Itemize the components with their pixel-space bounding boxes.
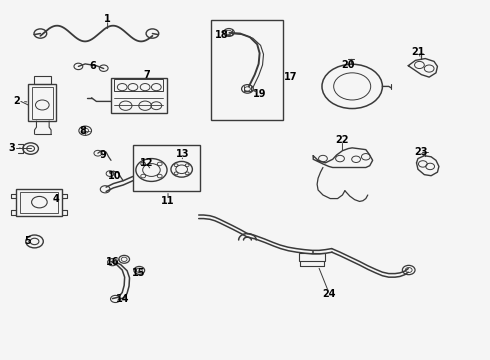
Text: 22: 22	[336, 135, 349, 145]
Circle shape	[322, 64, 382, 109]
Text: 5: 5	[24, 237, 30, 247]
Text: 2: 2	[13, 96, 20, 107]
Text: 8: 8	[80, 126, 87, 136]
Bar	[115, 78, 163, 91]
Text: 24: 24	[322, 289, 336, 298]
Text: 7: 7	[143, 69, 150, 80]
Text: 16: 16	[106, 257, 119, 267]
Bar	[111, 78, 167, 113]
Text: 3: 3	[8, 143, 15, 153]
Text: 19: 19	[253, 89, 267, 99]
Bar	[34, 76, 50, 84]
Text: 18: 18	[215, 30, 228, 40]
Bar	[20, 192, 58, 213]
Text: 4: 4	[52, 194, 59, 203]
Text: 10: 10	[108, 171, 122, 181]
Text: 11: 11	[161, 197, 175, 206]
Text: 20: 20	[342, 60, 355, 70]
Bar	[298, 252, 325, 261]
Bar	[31, 87, 53, 118]
Text: 15: 15	[132, 268, 146, 278]
Text: 23: 23	[415, 147, 428, 157]
Bar	[133, 145, 200, 191]
Text: 1: 1	[104, 14, 111, 23]
Text: 9: 9	[99, 150, 106, 160]
Text: 12: 12	[140, 158, 153, 168]
Bar	[16, 189, 62, 216]
Bar	[28, 84, 56, 121]
Text: 17: 17	[284, 72, 297, 82]
Text: 21: 21	[411, 47, 425, 57]
Text: 13: 13	[176, 149, 190, 159]
Bar	[211, 20, 283, 120]
Text: 6: 6	[90, 61, 97, 71]
Text: 14: 14	[116, 294, 129, 303]
